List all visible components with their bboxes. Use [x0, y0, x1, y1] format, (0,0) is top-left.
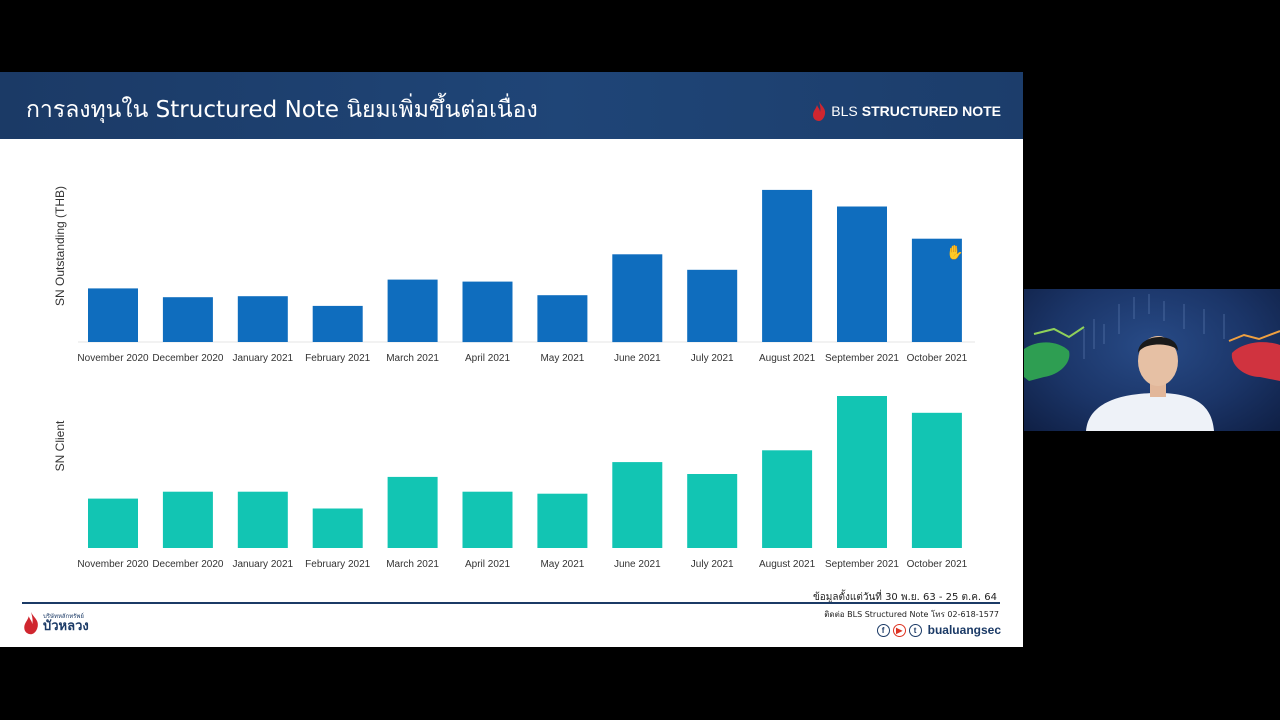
bar-outstanding-3: [312, 305, 363, 342]
youtube-icon[interactable]: ▶: [892, 623, 906, 637]
x-tick-label-client-4: March 2021: [386, 559, 439, 570]
x-tick-label-client-3: February 2021: [305, 559, 370, 570]
pointer-cursor-icon: ✋: [946, 244, 964, 260]
bar-client-9: [762, 450, 813, 548]
source-note: ข้อมูลตั้งแต่วันที่ 30 พ.ย. 63 - 25 ต.ค.…: [812, 592, 997, 603]
bar-client-7: [612, 462, 663, 548]
x-tick-label-client-9: August 2021: [759, 559, 816, 570]
bar-client-1: [162, 491, 213, 548]
bar-outstanding-2: [237, 296, 288, 342]
bar-outstanding-6: [537, 295, 588, 342]
x-tick-label-client-0: November 2020: [77, 559, 149, 570]
chart-sn-client: November 2020 December 2020 January 2021 Fe…: [77, 396, 968, 570]
contact-note: ติดต่อ BLS Structured Note โทร 02-618-15…: [824, 610, 999, 619]
x-tick-label-client-5: April 2021: [465, 559, 510, 570]
x-tick-label-outstanding-0: November 2020: [77, 353, 149, 364]
bar-client-8: [687, 474, 738, 548]
twitter-icon[interactable]: t: [908, 623, 922, 637]
slide-title: การลงทุนใน Structured Note นิยมเพิ่มขึ้น…: [26, 97, 538, 123]
bar-outstanding-7: [612, 254, 663, 343]
x-tick-label-outstanding-11: October 2021: [907, 353, 968, 364]
bar-client-11: [911, 412, 962, 548]
x-tick-label-client-6: May 2021: [540, 559, 584, 570]
presenter-video-image: [1024, 294, 1280, 431]
bar-outstanding-8: [687, 269, 738, 342]
bar-client-6: [537, 493, 588, 548]
bar-outstanding-0: [88, 288, 138, 342]
brand-product: STRUCTURED NOTE: [861, 103, 1001, 119]
y-axis-title-outstanding: SN Outstanding (THB): [53, 186, 67, 306]
webcam-video-feed: [1024, 289, 1280, 431]
x-tick-label-client-11: October 2021: [907, 559, 968, 570]
y-axis-title-client: SN Client: [53, 420, 67, 471]
bar-outstanding-1: [162, 297, 213, 342]
presentation-slide: การลงทุนใน Structured Note นิยมเพิ่มขึ้น…: [0, 72, 1023, 647]
x-tick-label-outstanding-3: February 2021: [305, 353, 370, 364]
x-tick-label-client-8: July 2021: [691, 559, 734, 570]
bar-outstanding-4: [387, 279, 438, 342]
bar-outstanding-9: [762, 189, 813, 342]
x-tick-label-outstanding-6: May 2021: [540, 353, 584, 364]
x-tick-label-client-7: June 2021: [614, 559, 661, 570]
x-tick-label-outstanding-1: December 2020: [152, 353, 224, 364]
company-name: บัวหลวง: [43, 618, 89, 634]
footer-divider: [22, 602, 1000, 604]
company-flame-icon: [24, 611, 38, 635]
bar-client-4: [387, 476, 438, 548]
brand-logo: BLS STRUCTURED NOTE: [811, 100, 1001, 122]
facebook-icon[interactable]: f: [876, 623, 890, 637]
social-links: f ▶ t bualuangsec: [876, 623, 1001, 637]
x-tick-label-client-10: September 2021: [825, 559, 899, 570]
company-logo: บริษัทหลักทรัพย์ บัวหลวง: [22, 610, 89, 636]
bar-client-0: [88, 498, 138, 548]
brand-bls: BLS: [831, 103, 858, 119]
social-handle: bualuangsec: [927, 623, 1001, 637]
bar-client-10: [837, 396, 887, 548]
x-tick-label-outstanding-10: September 2021: [825, 353, 899, 364]
x-tick-label-client-2: January 2021: [232, 559, 293, 570]
x-tick-label-client-1: December 2020: [152, 559, 224, 570]
bar-outstanding-5: [462, 281, 513, 343]
chart-sn-outstanding: November 2020 December 2020 January 2021 Fe…: [77, 189, 975, 364]
bar-client-5: [462, 491, 513, 548]
bar-outstanding-11: [911, 238, 962, 342]
company-type: บริษัทหลักทรัพย์: [43, 612, 84, 620]
flame-logo-icon: [813, 101, 826, 121]
bar-client-2: [237, 491, 288, 548]
bar-client-3: [312, 508, 363, 548]
x-tick-label-outstanding-7: June 2021: [614, 353, 661, 364]
x-tick-label-outstanding-5: April 2021: [465, 353, 510, 364]
x-tick-label-outstanding-8: July 2021: [691, 353, 734, 364]
bar-outstanding-10: [837, 206, 887, 342]
charts-area: SN Outstanding (THB) November 2020 Decemb…: [53, 186, 975, 570]
x-tick-label-outstanding-9: August 2021: [759, 353, 816, 364]
x-tick-label-outstanding-2: January 2021: [232, 353, 293, 364]
slide-header: การลงทุนใน Structured Note นิยมเพิ่มขึ้น…: [0, 72, 1023, 139]
x-tick-label-outstanding-4: March 2021: [386, 353, 439, 364]
